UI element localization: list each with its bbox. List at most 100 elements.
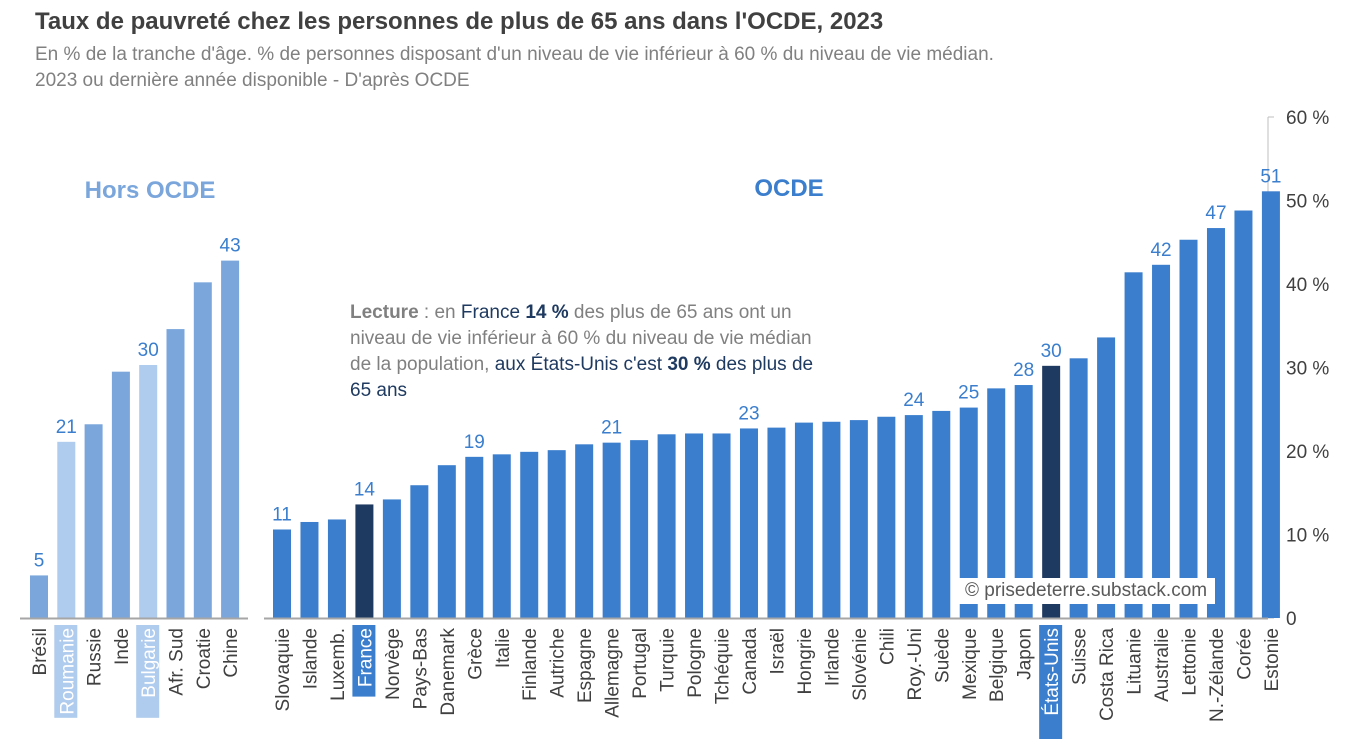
bar-islande xyxy=(300,521,319,618)
bar-belgique xyxy=(987,388,1006,618)
category-label: Roy.-Uni xyxy=(905,628,926,701)
bar-autriche xyxy=(547,450,566,618)
bar-danemark xyxy=(437,465,456,618)
bar-n-zelande xyxy=(1206,228,1225,618)
data-label: 14 xyxy=(354,479,376,500)
category-label: Estonie xyxy=(1262,628,1283,691)
category-label: Bulgarie xyxy=(139,628,160,698)
bar-estonie xyxy=(1261,191,1280,618)
bar-irlande xyxy=(822,421,841,618)
data-label: 11 xyxy=(272,504,292,525)
bar-australie xyxy=(1152,264,1171,618)
bar-roy-uni xyxy=(904,415,923,618)
bar-russie xyxy=(84,424,103,618)
category-label: Pologne xyxy=(685,628,706,698)
bar-lituanie xyxy=(1124,272,1143,618)
data-label: 43 xyxy=(220,236,241,257)
category-label: Chine xyxy=(221,628,242,678)
category-label: Islande xyxy=(300,628,321,689)
category-label: Belgique xyxy=(987,628,1008,702)
bar-roumanie xyxy=(57,441,76,618)
category-label: Israël xyxy=(767,628,788,674)
data-label: 51 xyxy=(1260,166,1281,187)
category-label: Allemagne xyxy=(603,628,624,718)
bar-portugal xyxy=(630,440,649,618)
data-label: 21 xyxy=(56,417,77,438)
category-label: Australie xyxy=(1152,628,1173,702)
data-label: 21 xyxy=(601,418,622,439)
bar-canada xyxy=(739,428,758,618)
y-tick-label: 30 % xyxy=(1286,359,1329,380)
bar-inde xyxy=(111,371,130,618)
category-label: Slovénie xyxy=(850,628,871,701)
category-label: Espagne xyxy=(575,628,596,703)
category-label: Italie xyxy=(493,628,514,668)
data-label: 25 xyxy=(958,383,979,404)
bar-chili xyxy=(877,416,896,618)
category-highlight xyxy=(136,624,160,718)
category-label: Luxemb. xyxy=(328,628,349,701)
category-label: Norvège xyxy=(383,628,404,700)
category-highlight xyxy=(1039,625,1063,739)
bar-japon xyxy=(1014,385,1033,618)
bar-suisse xyxy=(1069,358,1088,618)
bar-tchequie xyxy=(712,433,731,618)
bar-suede xyxy=(932,410,951,618)
category-label: Suède xyxy=(932,628,953,683)
bar-israel xyxy=(767,427,786,618)
category-label: Chili xyxy=(877,628,898,665)
bar-lettonie xyxy=(1179,239,1198,618)
bar-allemagne xyxy=(602,442,621,618)
data-label: 19 xyxy=(464,432,485,453)
category-label: Inde xyxy=(112,628,133,665)
bar-croatie xyxy=(193,282,212,618)
category-label: Suisse xyxy=(1070,628,1091,685)
bar-etats-unis xyxy=(1042,365,1061,618)
bar-espagne xyxy=(575,444,594,618)
category-label: Turquie xyxy=(658,628,679,692)
bar-costa-rica xyxy=(1097,337,1116,618)
data-label: 5 xyxy=(34,550,45,571)
data-label: 28 xyxy=(1013,360,1034,381)
category-label: Croatie xyxy=(194,628,215,689)
y-tick-label: 50 % xyxy=(1286,192,1329,213)
chart-source: 2023 ou dernière année disponible - D'ap… xyxy=(35,70,470,91)
bar-coree xyxy=(1234,210,1253,618)
category-label: Brésil xyxy=(30,628,51,676)
bar-mexique xyxy=(959,407,978,618)
bar-pologne xyxy=(685,433,704,618)
watermark: © prisedeterre.substack.com xyxy=(957,578,1216,604)
category-label: Mexique xyxy=(960,628,981,700)
reading-note: Lecture : en France 14 % des plus de 65 … xyxy=(350,302,814,401)
category-label: Danemark xyxy=(438,628,459,716)
chart-subtitle: En % de la tranche d'âge. % de personnes… xyxy=(35,44,994,65)
bar-france xyxy=(355,504,374,618)
category-label: Irlande xyxy=(822,628,843,686)
category-label: Tchéquie xyxy=(713,628,734,704)
bar-afr-sud xyxy=(166,329,185,618)
category-label: Grèce xyxy=(465,628,486,680)
bar-norvege xyxy=(382,499,401,618)
category-label: Finlande xyxy=(520,628,541,701)
category-highlight xyxy=(352,624,376,697)
bar-pays-bas xyxy=(410,485,429,618)
category-label: Afr. Sud xyxy=(167,628,188,696)
category-label: N.-Zélande xyxy=(1207,628,1228,722)
bar-hongrie xyxy=(794,422,813,618)
category-label: Corée xyxy=(1234,628,1255,680)
group-title: OCDE xyxy=(754,175,823,202)
bar-turquie xyxy=(657,434,676,618)
category-label: Pays-Bas xyxy=(410,628,431,709)
category-label: Canada xyxy=(740,628,761,695)
bar-chine xyxy=(221,260,240,618)
bar-bulgarie xyxy=(139,364,158,618)
bar-grece xyxy=(465,456,484,618)
data-label: 24 xyxy=(903,390,925,411)
category-label: Japon xyxy=(1015,628,1036,680)
bar-bresil xyxy=(30,575,48,618)
category-label: Hongrie xyxy=(795,628,816,695)
category-highlight xyxy=(54,624,78,718)
category-label: Slovaquie xyxy=(273,628,294,711)
category-label: Roumanie xyxy=(57,628,78,715)
